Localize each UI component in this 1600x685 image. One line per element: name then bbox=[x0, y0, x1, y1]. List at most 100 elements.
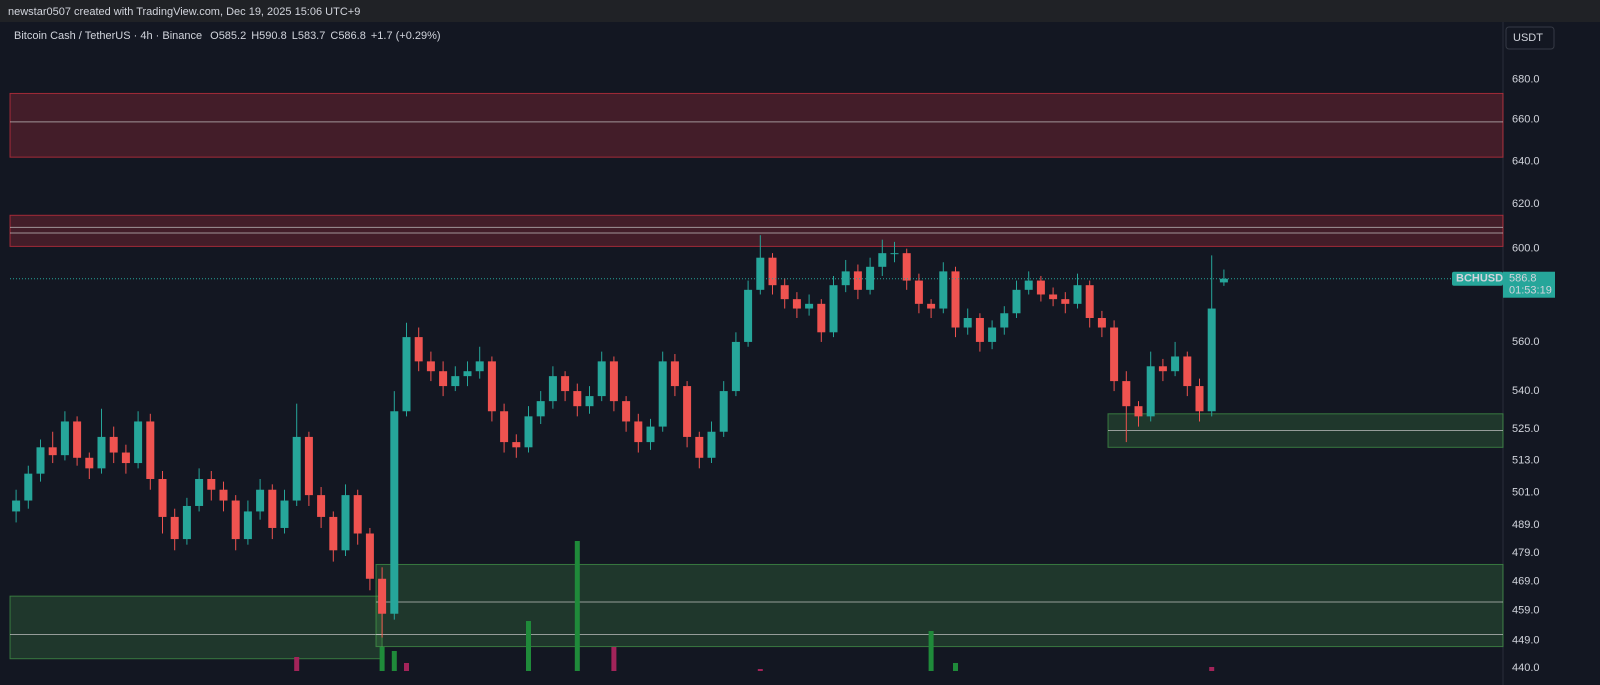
volume-bar bbox=[379, 647, 385, 671]
zone bbox=[9, 92, 1504, 158]
header-bar bbox=[0, 0, 1600, 22]
candle-body bbox=[951, 271, 960, 328]
candle-body bbox=[1097, 317, 1106, 328]
candle-body bbox=[1195, 386, 1204, 412]
y-tick-label: 459.0 bbox=[1512, 605, 1540, 617]
candle-body bbox=[463, 371, 472, 377]
candle-body bbox=[841, 271, 850, 286]
candle-body bbox=[121, 452, 130, 464]
ohlc-letter: O bbox=[210, 30, 219, 42]
header-text: newstar0507 created with TradingView.com… bbox=[8, 6, 360, 18]
volume-bar bbox=[611, 647, 617, 671]
candle-body bbox=[805, 303, 814, 309]
candle-body bbox=[48, 447, 57, 456]
candle-body bbox=[512, 442, 521, 448]
candle-body bbox=[768, 257, 777, 286]
candle-body bbox=[97, 436, 106, 469]
ohlc-value: 590.8 bbox=[259, 30, 287, 42]
candle-body bbox=[780, 285, 789, 300]
candle-body bbox=[634, 421, 643, 443]
candle-body bbox=[341, 495, 350, 551]
ohlc-letter: L bbox=[292, 30, 298, 42]
candle-body bbox=[975, 317, 984, 342]
candle-body bbox=[658, 361, 667, 427]
candle-body bbox=[487, 361, 496, 412]
candle-body bbox=[1012, 289, 1021, 314]
candle-body bbox=[207, 478, 216, 490]
volume-bar bbox=[574, 541, 580, 671]
change: +1.7 (+0.29%) bbox=[371, 30, 441, 42]
candle-body bbox=[548, 376, 557, 402]
candle-body bbox=[1183, 356, 1192, 387]
y-tick-label: 640.0 bbox=[1512, 155, 1540, 167]
candle-body bbox=[219, 489, 228, 501]
currency[interactable]: USDT bbox=[1513, 32, 1543, 44]
candle-body bbox=[670, 361, 679, 387]
candle-body bbox=[353, 495, 362, 534]
candle-body bbox=[158, 478, 167, 517]
candle-body bbox=[1171, 356, 1180, 372]
candle-body bbox=[317, 495, 326, 517]
candle-body bbox=[109, 436, 118, 453]
y-tick-label: 440.0 bbox=[1512, 662, 1540, 674]
y-tick-label: 513.0 bbox=[1512, 454, 1540, 466]
candle-body bbox=[719, 391, 728, 432]
legend: Bitcoin Cash / TetherUS · 4h · Binance O 5… bbox=[14, 30, 441, 42]
volume-bar bbox=[391, 651, 397, 671]
candle-body bbox=[866, 266, 875, 290]
candle-body bbox=[536, 401, 545, 417]
candle-body bbox=[1207, 308, 1216, 412]
candle-body bbox=[402, 337, 411, 412]
zone bbox=[375, 563, 1504, 648]
candle-body bbox=[378, 578, 387, 614]
candle-body bbox=[292, 436, 301, 501]
ohlc-value: 583.7 bbox=[298, 30, 326, 42]
candle-body bbox=[451, 376, 460, 387]
candle-body bbox=[707, 431, 716, 458]
candle-body bbox=[1219, 278, 1228, 283]
candle-body bbox=[439, 371, 448, 387]
y-tick-label: 449.0 bbox=[1512, 634, 1540, 646]
y-tick-label: 540.0 bbox=[1512, 385, 1540, 397]
y-tick-label: 560.0 bbox=[1512, 336, 1540, 348]
candle-body bbox=[12, 500, 21, 512]
candle-body bbox=[1158, 366, 1167, 372]
candle-body bbox=[695, 436, 704, 458]
candle-body bbox=[1000, 313, 1009, 328]
volume-bar bbox=[1209, 667, 1215, 671]
volume bbox=[294, 541, 1215, 671]
y-tick-label: 479.0 bbox=[1512, 547, 1540, 559]
candle-body bbox=[256, 489, 265, 512]
candle-body bbox=[182, 505, 191, 540]
y-tick-label: 660.0 bbox=[1512, 114, 1540, 126]
currency-button[interactable] bbox=[1505, 26, 1555, 50]
candle-body bbox=[609, 361, 618, 402]
y-tick-label: 501.0 bbox=[1512, 486, 1540, 498]
candle-body bbox=[329, 516, 338, 551]
candle-body bbox=[390, 411, 399, 614]
candle-body bbox=[1146, 366, 1155, 417]
countdown: 01:53:19 bbox=[1509, 285, 1552, 297]
y-tick-label: 600.0 bbox=[1512, 243, 1540, 255]
candle-body bbox=[36, 447, 45, 474]
candle-body bbox=[231, 500, 240, 540]
candle-body bbox=[829, 285, 838, 333]
candle-body bbox=[561, 376, 570, 392]
volume-bar bbox=[526, 621, 531, 671]
candle-body bbox=[475, 361, 484, 372]
candle-body bbox=[792, 299, 801, 309]
candle-body bbox=[500, 411, 509, 443]
price-box bbox=[1503, 271, 1555, 298]
candle-body bbox=[731, 341, 740, 392]
candle-body bbox=[585, 396, 594, 407]
y-tick-label: 620.0 bbox=[1512, 198, 1540, 210]
candle-body bbox=[146, 421, 155, 479]
candle-body bbox=[914, 280, 923, 304]
candle-body bbox=[304, 436, 313, 496]
candle-body bbox=[622, 401, 631, 422]
zone bbox=[9, 214, 1504, 247]
candle-body bbox=[24, 473, 33, 501]
